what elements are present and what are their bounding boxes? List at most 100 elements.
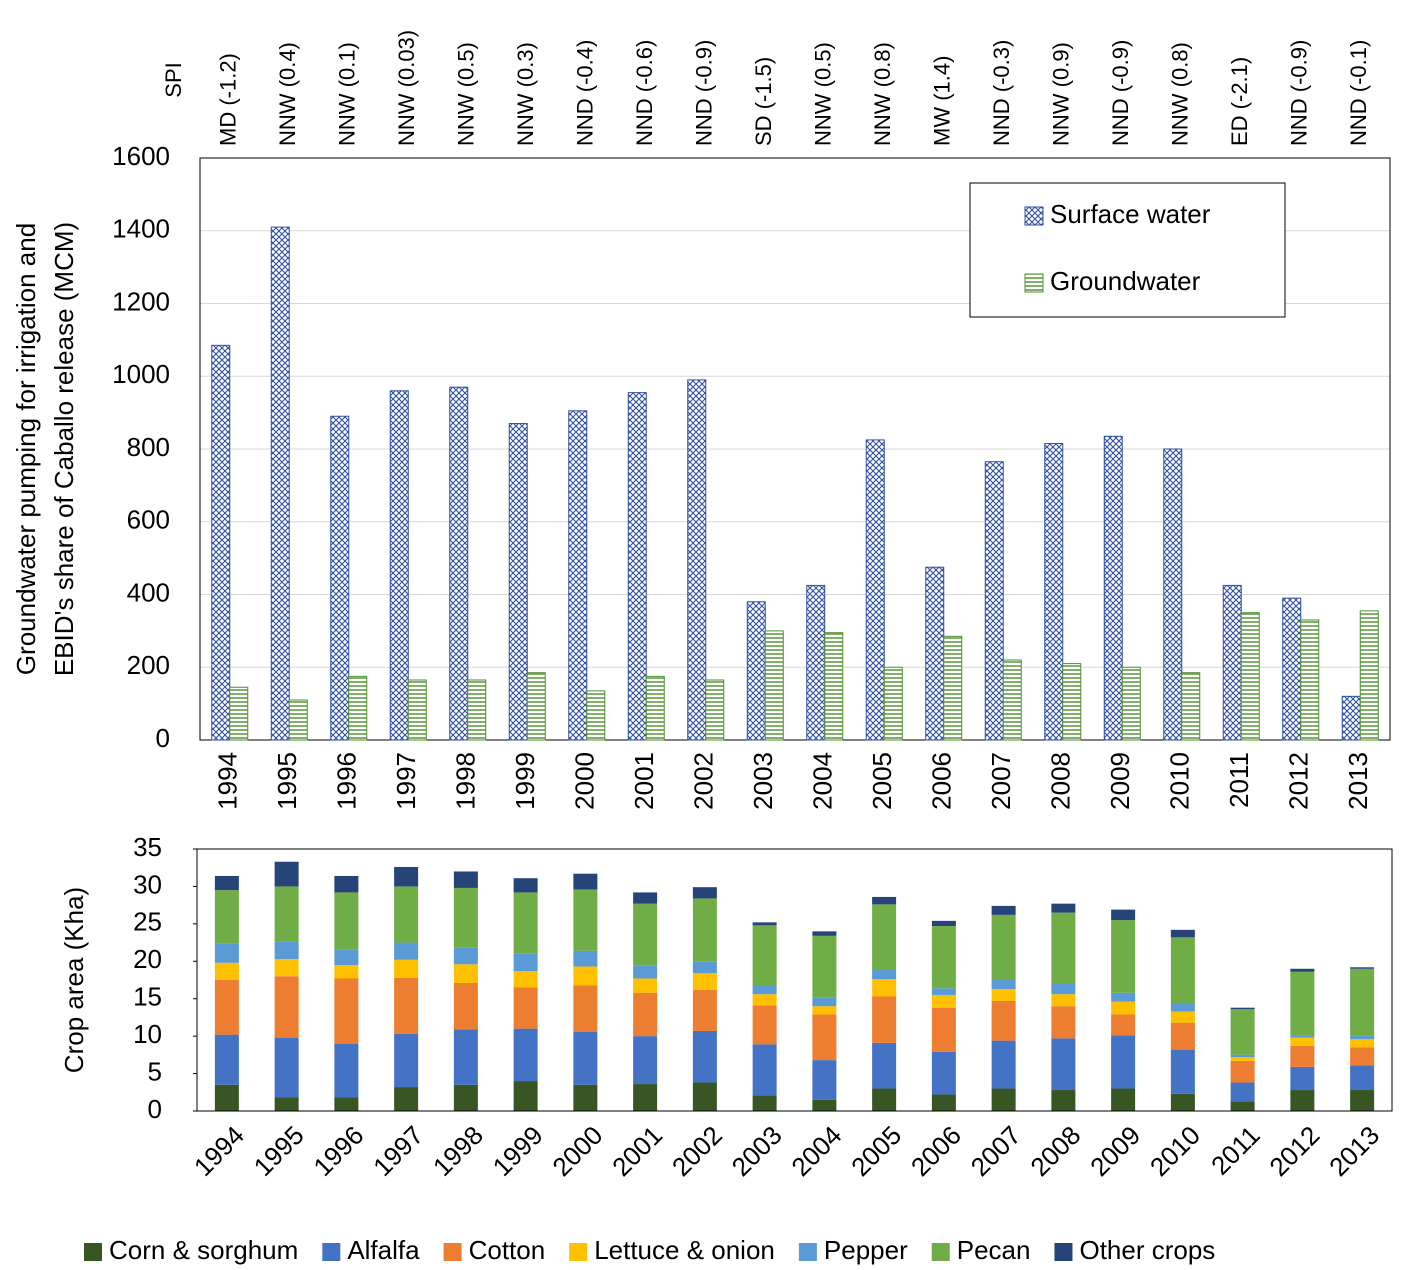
y-tick-label: 1000 bbox=[112, 359, 170, 389]
bar-segment bbox=[1350, 968, 1375, 1036]
bar-segment bbox=[991, 1088, 1016, 1111]
bar-segment bbox=[573, 1031, 598, 1085]
x-tick-label: 2006 bbox=[905, 1120, 967, 1182]
bar-segment bbox=[1051, 1090, 1076, 1111]
bar-segment bbox=[453, 887, 478, 948]
y-tick-label: 0 bbox=[148, 1094, 162, 1124]
bar-segment bbox=[274, 861, 299, 887]
bar-segment bbox=[692, 887, 717, 899]
bar-segment bbox=[1051, 982, 1076, 995]
bar-segment bbox=[513, 987, 538, 1029]
x-tick-label: 1994 bbox=[188, 1120, 250, 1182]
bar bbox=[1341, 695, 1361, 741]
bar-segment bbox=[274, 959, 299, 977]
bar-segment bbox=[573, 889, 598, 951]
spi-label: NNW (0.3) bbox=[513, 42, 538, 146]
bar-segment bbox=[633, 978, 658, 993]
bar-segment bbox=[1230, 1082, 1255, 1102]
bar-segment bbox=[1350, 1047, 1375, 1066]
bar-segment bbox=[991, 1040, 1016, 1089]
bar-segment bbox=[692, 1030, 717, 1083]
x-tick-label: 2000 bbox=[570, 752, 600, 810]
x-tick-label: 2007 bbox=[965, 1120, 1027, 1182]
bar bbox=[1163, 448, 1183, 741]
bar bbox=[943, 635, 963, 741]
bar bbox=[467, 679, 487, 741]
spi-label: NND (-0.9) bbox=[1108, 40, 1133, 146]
bar-segment bbox=[334, 1043, 359, 1098]
bar-segment bbox=[931, 1094, 956, 1111]
legend-swatch bbox=[443, 1243, 462, 1261]
spi-label: NND (-0.9) bbox=[692, 40, 717, 146]
bar bbox=[348, 675, 368, 741]
legend-label: Lettuce & onion bbox=[594, 1235, 775, 1265]
bar bbox=[1044, 443, 1064, 741]
x-tick-label: 1998 bbox=[451, 752, 481, 810]
bar-segment bbox=[692, 898, 717, 962]
bar bbox=[925, 566, 945, 741]
bar-segment bbox=[633, 992, 658, 1037]
bar-segment bbox=[334, 892, 359, 950]
bar-segment bbox=[214, 980, 239, 1035]
bar-segment bbox=[872, 1042, 897, 1089]
bar bbox=[764, 630, 784, 741]
x-tick-label: 2000 bbox=[546, 1120, 608, 1182]
bar-segment bbox=[872, 979, 897, 997]
x-tick-label: 2011 bbox=[1224, 752, 1254, 808]
legend-swatch bbox=[931, 1243, 950, 1261]
bar-segment bbox=[513, 1081, 538, 1111]
bar bbox=[449, 386, 469, 741]
bar-segment bbox=[1290, 1037, 1315, 1046]
spi-label: NND (-0.3) bbox=[989, 40, 1014, 146]
bar bbox=[526, 672, 546, 741]
bar-segment bbox=[752, 1044, 777, 1096]
bar-segment bbox=[872, 969, 897, 980]
legend-swatch bbox=[322, 1243, 341, 1261]
bar-segment bbox=[394, 1033, 419, 1088]
y-axis-title: Groundwater pumping for irrigation and bbox=[11, 223, 41, 675]
bar-segment bbox=[752, 1095, 777, 1111]
bar bbox=[1103, 435, 1123, 741]
y-tick-label: 200 bbox=[127, 650, 170, 680]
x-tick-label: 2008 bbox=[1024, 1120, 1086, 1182]
bar-segment bbox=[1230, 1054, 1255, 1058]
spi-label: NND (-0.6) bbox=[632, 40, 657, 146]
legend-box bbox=[969, 182, 1286, 318]
bar-segment bbox=[1111, 992, 1136, 1002]
spi-label: NND (-0.1) bbox=[1346, 40, 1371, 146]
bar-segment bbox=[214, 1084, 239, 1111]
bar-segment bbox=[1170, 1003, 1195, 1012]
y-tick-label: 0 bbox=[156, 723, 170, 753]
bar-segment bbox=[453, 871, 478, 888]
bar-segment bbox=[1170, 1049, 1195, 1094]
x-tick-label: 2012 bbox=[1263, 1120, 1325, 1182]
bar-segment bbox=[214, 943, 239, 963]
bar-segment bbox=[214, 890, 239, 944]
bar-segment bbox=[1111, 1001, 1136, 1015]
bar-segment bbox=[931, 1051, 956, 1095]
bar bbox=[1359, 610, 1379, 741]
legend-swatch bbox=[1024, 273, 1044, 293]
bar-segment bbox=[274, 1037, 299, 1098]
spi-label: NND (-0.9) bbox=[1287, 40, 1312, 146]
bar-segment bbox=[1350, 1065, 1375, 1091]
bar-segment bbox=[1290, 1035, 1315, 1038]
bar-segment bbox=[812, 931, 837, 936]
bar-segment bbox=[334, 875, 359, 893]
bar-segment bbox=[931, 988, 956, 995]
bar-segment bbox=[1170, 1011, 1195, 1023]
y-tick-label: 1600 bbox=[112, 141, 170, 171]
bar-segment bbox=[1290, 1045, 1315, 1067]
legend-swatch bbox=[84, 1243, 102, 1261]
bar-segment bbox=[812, 935, 837, 998]
bar bbox=[865, 439, 885, 741]
bar bbox=[984, 461, 1004, 741]
bar-segment bbox=[931, 926, 956, 989]
legend-label: Corn & sorghum bbox=[109, 1235, 298, 1265]
bar-segment bbox=[1111, 1035, 1136, 1089]
legend-label: Pecan bbox=[957, 1235, 1031, 1265]
bar bbox=[1121, 666, 1141, 741]
bar-segment bbox=[394, 1087, 419, 1111]
bar-segment bbox=[1111, 1088, 1136, 1111]
